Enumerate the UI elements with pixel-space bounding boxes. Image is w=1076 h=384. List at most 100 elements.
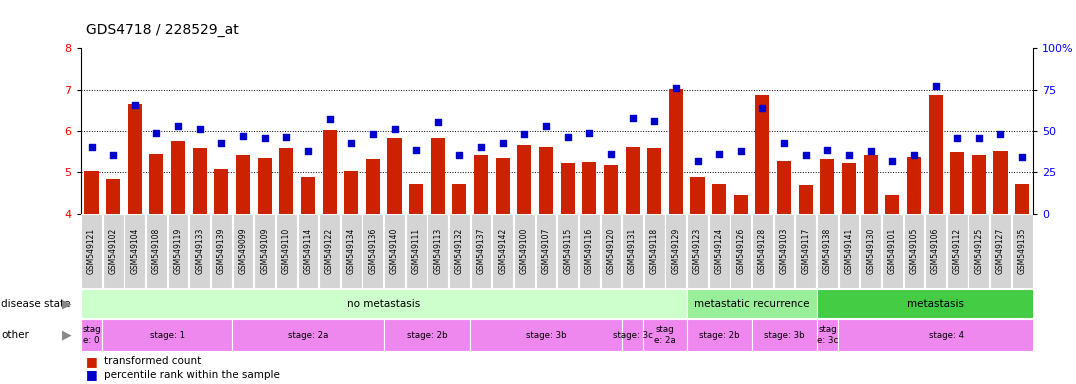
Point <box>776 139 793 146</box>
Text: GSM549120: GSM549120 <box>607 228 615 274</box>
Bar <box>795 214 816 288</box>
Point <box>256 135 273 141</box>
Bar <box>929 94 943 214</box>
Text: GSM549125: GSM549125 <box>975 228 983 274</box>
Text: stage: 1: stage: 1 <box>150 331 185 339</box>
Text: GSM549135: GSM549135 <box>1018 228 1027 274</box>
Text: GSM549107: GSM549107 <box>541 228 551 274</box>
Bar <box>168 214 188 288</box>
Point <box>710 151 727 157</box>
Bar <box>427 214 449 288</box>
Text: GSM549128: GSM549128 <box>758 228 767 274</box>
Bar <box>712 184 726 214</box>
Text: stage: 3c: stage: 3c <box>612 331 652 339</box>
Text: GSM549119: GSM549119 <box>173 228 183 274</box>
Text: GSM549122: GSM549122 <box>325 228 334 274</box>
Text: GSM549111: GSM549111 <box>412 228 421 274</box>
Bar <box>323 130 337 214</box>
Bar <box>860 214 881 288</box>
Bar <box>475 155 489 214</box>
Bar <box>665 214 686 288</box>
Bar <box>341 214 362 288</box>
Text: stag
e: 3c: stag e: 3c <box>817 325 838 345</box>
Text: GDS4718 / 228529_at: GDS4718 / 228529_at <box>86 23 239 37</box>
Bar <box>103 214 124 288</box>
Text: GSM549138: GSM549138 <box>823 228 832 274</box>
Bar <box>470 214 492 288</box>
Text: GSM549100: GSM549100 <box>520 228 529 274</box>
Bar <box>925 214 946 288</box>
Bar <box>236 155 250 214</box>
Text: GSM549123: GSM549123 <box>693 228 702 274</box>
Bar <box>561 163 575 214</box>
Text: GSM549133: GSM549133 <box>195 228 204 274</box>
Text: GSM549126: GSM549126 <box>736 228 746 274</box>
Point <box>581 130 598 136</box>
Text: percentile rank within the sample: percentile rank within the sample <box>104 370 280 380</box>
Text: metastatic recurrence: metastatic recurrence <box>694 298 809 309</box>
Bar <box>582 162 596 214</box>
Bar <box>972 155 986 214</box>
Text: ▶: ▶ <box>62 297 71 310</box>
Text: GSM549140: GSM549140 <box>390 228 399 274</box>
Point <box>971 135 988 141</box>
Point <box>624 115 641 121</box>
Bar <box>150 154 164 214</box>
Point <box>472 144 490 150</box>
Bar <box>691 177 705 214</box>
Bar <box>798 185 812 214</box>
Bar <box>643 319 686 351</box>
Point <box>126 102 143 108</box>
Bar <box>947 214 967 288</box>
Point <box>926 83 944 89</box>
Bar <box>817 214 838 288</box>
Bar <box>85 171 99 214</box>
Bar <box>993 151 1007 214</box>
Text: transformed count: transformed count <box>104 356 201 366</box>
Text: GSM549142: GSM549142 <box>498 228 507 274</box>
Bar <box>709 214 730 288</box>
Point <box>192 126 209 132</box>
Bar <box>968 214 989 288</box>
Text: GSM549132: GSM549132 <box>455 228 464 274</box>
Bar <box>752 214 773 288</box>
Text: ■: ■ <box>86 368 98 381</box>
Text: stage: 3b: stage: 3b <box>764 331 805 339</box>
Bar <box>128 104 142 214</box>
Bar <box>625 147 639 214</box>
Bar <box>539 147 553 214</box>
Bar <box>1015 184 1029 214</box>
Text: GSM549127: GSM549127 <box>996 228 1005 274</box>
Bar <box>536 214 556 288</box>
Text: GSM549114: GSM549114 <box>303 228 312 274</box>
Bar <box>81 319 102 351</box>
Text: GSM549117: GSM549117 <box>802 228 810 274</box>
Bar <box>622 319 643 351</box>
Bar <box>514 214 535 288</box>
Bar <box>384 214 405 288</box>
Text: GSM549137: GSM549137 <box>477 228 485 274</box>
Text: GSM549099: GSM549099 <box>239 228 247 274</box>
Text: stage: 4: stage: 4 <box>929 331 964 339</box>
Text: ■: ■ <box>86 355 98 368</box>
Point <box>429 119 447 125</box>
Bar <box>409 184 423 214</box>
Text: GSM549121: GSM549121 <box>87 228 96 274</box>
Point <box>754 105 771 111</box>
Bar <box>990 214 1010 288</box>
Point <box>494 139 511 146</box>
Point <box>667 84 684 91</box>
Text: GSM549103: GSM549103 <box>780 228 789 274</box>
Bar <box>211 214 231 288</box>
Text: GSM549102: GSM549102 <box>109 228 117 274</box>
Point <box>646 118 663 124</box>
Point <box>365 131 382 137</box>
Text: GSM549129: GSM549129 <box>671 228 680 274</box>
Point <box>840 152 858 158</box>
Text: GSM549110: GSM549110 <box>282 228 291 274</box>
Bar <box>907 157 921 214</box>
Bar <box>280 148 294 214</box>
Bar <box>774 214 794 288</box>
Point <box>408 146 425 152</box>
Text: no metastasis: no metastasis <box>348 298 421 309</box>
